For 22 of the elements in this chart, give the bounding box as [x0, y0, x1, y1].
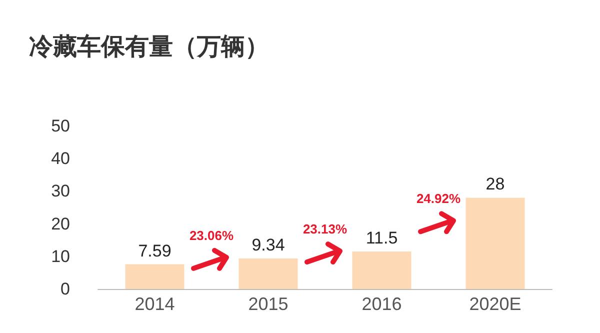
annotation: 23.06%: [189, 228, 234, 243]
bar: [125, 264, 184, 289]
data-label: 7.59: [138, 241, 172, 260]
bar: [466, 198, 525, 289]
bar: [352, 252, 412, 289]
x-tick-label: 2014: [134, 294, 175, 314]
chart-title: 冷藏车保有量（万辆）: [29, 34, 269, 60]
annotation: 24.92%: [416, 191, 461, 206]
y-tick-label: 30: [51, 182, 70, 201]
x-tick-label: 2020E: [469, 294, 522, 314]
x-tick-label: 2016: [362, 294, 402, 314]
y-tick-label: 10: [51, 246, 70, 266]
x-tick-label: 2015: [248, 294, 288, 314]
y-tick-label: 50: [51, 116, 70, 136]
data-label: 11.5: [366, 228, 398, 248]
y-tick-label: 0: [60, 280, 70, 298]
y-tick-label: 20: [51, 214, 70, 234]
data-label: 9.34: [252, 236, 285, 255]
y-tick-label: 40: [51, 149, 70, 168]
annotation: 23.13%: [302, 222, 348, 237]
data-label: 28: [486, 174, 505, 194]
bar: [238, 258, 298, 289]
